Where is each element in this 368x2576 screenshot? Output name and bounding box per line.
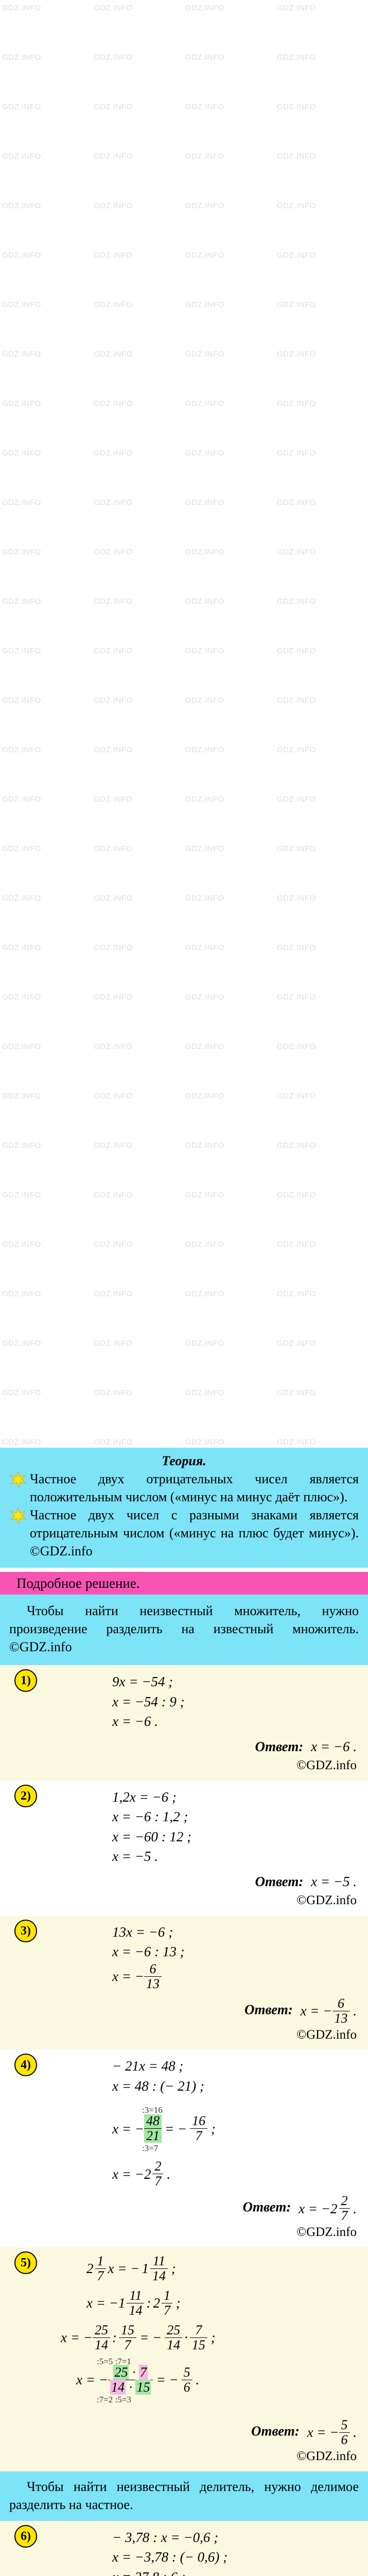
answer-label: Ответ: xyxy=(255,1739,303,1754)
eq-line: x = −6 : 13 ; xyxy=(112,1942,359,1961)
credit: ©GDZ.info xyxy=(9,1892,359,1909)
eq-line: x = −6 . xyxy=(112,1712,359,1731)
answer-label: Ответ: xyxy=(251,2424,300,2439)
eq-line: x = −3,78 : (− 0,6) ; xyxy=(112,2548,359,2566)
hl: 15 xyxy=(135,2380,151,2395)
math-2: 1,2x = −6 ; x = −6 : 1,2 ; x = −60 : 12 … xyxy=(112,1788,359,1866)
number-badge-6: 6) xyxy=(14,2525,37,2548)
intro-note: Чтобы найти неизвестный множитель, нужно… xyxy=(0,1595,368,1665)
answer-4: Ответ: x = − 227 . xyxy=(9,2194,359,2223)
eq-line: x = − 4821 = − 167 ; xyxy=(112,2114,359,2143)
number-badge-5: 5) xyxy=(14,2251,37,2274)
eq-line: x = −60 : 12 ; xyxy=(112,1827,359,1846)
theory-p1: Частное двух отрицательных чисел являетс… xyxy=(30,1470,359,1506)
theory-bullet-2: Частное двух чисел с разными знаками явл… xyxy=(9,1506,359,1560)
star-icon xyxy=(9,1507,27,1524)
answer-5: Ответ: x = − 56 . xyxy=(9,2418,359,2447)
star-icon xyxy=(9,1471,27,1488)
math-1: 9x = −54 ; x = −54 : 9 ; x = −6 . xyxy=(112,1672,359,1731)
eq-line: x = − 11114 : 217 ; xyxy=(86,2289,359,2317)
hl: 25 xyxy=(113,2365,129,2380)
answer-val: x = −6 . xyxy=(311,1739,357,1754)
answer-3: Ответ: x = − 613 . xyxy=(9,1997,359,2025)
theory-section: Теория. Частное двух отрицательных чисел… xyxy=(0,1448,368,1568)
divisor-note: Чтобы найти неизвестный делитель, нужно … xyxy=(0,2471,368,2521)
eq-line: x = − 227 . xyxy=(112,2160,359,2188)
theory-title: Теория. xyxy=(9,1452,359,1470)
math-3: 13x = −6 ; x = −6 : 13 ; x = − 6 13 xyxy=(112,1923,359,1991)
credit: ©GDZ.info xyxy=(9,1757,359,1774)
theory-bullet-1: Частное двух отрицательных чисел являетс… xyxy=(9,1470,359,1506)
eq-line: x = −6 : 1,2 ; xyxy=(112,1807,359,1826)
problem-3: 3) 13x = −6 ; x = −6 : 13 ; x = − 6 13 О… xyxy=(0,1916,368,2050)
answer-1: Ответ: x = −6 . xyxy=(9,1737,359,1756)
problem-5: 5) 217 x = − 11114 ; x = − 11114 : 217 ;… xyxy=(0,2247,368,2471)
answer-label: Ответ: xyxy=(255,1874,303,1889)
math-6: − 3,78 : x = −0,6 ; x = −3,78 : (− 0,6) … xyxy=(112,2528,359,2576)
hl: 14 xyxy=(110,2380,126,2395)
answer-label: Ответ: xyxy=(242,2199,291,2215)
eq-line: 13x = −6 ; xyxy=(112,1923,359,1941)
number-badge-2: 2) xyxy=(14,1785,37,1807)
problem-1: 1) 9x = −54 ; x = −54 : 9 ; x = −6 . Отв… xyxy=(0,1665,368,1781)
answer-label: Ответ: xyxy=(244,2002,293,2017)
eq-line: x = − 2514 : 157 = − 2514 · 715 ; xyxy=(61,2324,359,2352)
answer-2: Ответ: x = −5 . xyxy=(9,1872,359,1891)
number-badge-4: 4) xyxy=(14,2054,37,2076)
eq-line: x = −5 . xyxy=(112,1847,359,1866)
fraction: 6 13 xyxy=(144,1962,162,1991)
eq-line: 217 x = − 11114 ; xyxy=(86,2255,359,2283)
eq-line: x = − 6 13 xyxy=(112,1962,359,1991)
eq-line: x = − 25 · 7 14 · 15 = − 56 . xyxy=(76,2366,359,2394)
problem-2: 2) 1,2x = −6 ; x = −6 : 1,2 ; x = −60 : … xyxy=(0,1781,368,1916)
reduce-note-bot: :3=7 xyxy=(142,2144,359,2153)
math-5: 217 x = − 11114 ; x = − 11114 : 217 ; x … xyxy=(86,2255,359,2404)
eq-line: x = 48 : (− 21) ; xyxy=(112,2077,359,2095)
intro-text: Чтобы найти неизвестный множитель, нужно… xyxy=(9,1602,359,1656)
hl: 7 xyxy=(139,2365,148,2380)
math-4: − 21x = 48 ; x = 48 : (− 21) ; :3=16 x =… xyxy=(112,2057,359,2188)
problem-6: 6) − 3,78 : x = −0,6 ; x = −3,78 : (− 0,… xyxy=(0,2521,368,2576)
eq-line: 1,2x = −6 ; xyxy=(112,1788,359,1806)
eq-line: − 3,78 : x = −0,6 ; xyxy=(112,2528,359,2547)
credit: ©GDZ.info xyxy=(9,2448,359,2465)
reduce-note: :7=2 :5=3 xyxy=(97,2395,359,2404)
answer-val: x = −5 . xyxy=(311,1874,357,1889)
watermark-layer: GDZ.INFOGDZ.INFOGDZ.INFOGDZ.INFOGDZ.INFO… xyxy=(0,0,368,1448)
solution-header: Подробное решение. xyxy=(0,1572,368,1595)
reduce-note-top: :3=16 xyxy=(142,2106,359,2114)
problem-4: 4) − 21x = 48 ; x = 48 : (− 21) ; :3=16 … xyxy=(0,2049,368,2247)
eq-line: x = 37,8 : 6 ; xyxy=(112,2568,359,2576)
eq-line: − 21x = 48 ; xyxy=(112,2057,359,2075)
reduce-note: :5=5 :7=1 xyxy=(97,2357,359,2366)
theory-p2: Частное двух чисел с разными знаками явл… xyxy=(30,1506,359,1560)
credit: ©GDZ.info xyxy=(9,2026,359,2044)
number-badge-1: 1) xyxy=(14,1669,37,1692)
eq-line: 9x = −54 ; xyxy=(112,1672,359,1691)
divisor-note-text: Чтобы найти неизвестный делитель, нужно … xyxy=(9,2478,359,2514)
credit: ©GDZ.info xyxy=(9,2224,359,2241)
eq-line: x = −54 : 9 ; xyxy=(112,1692,359,1711)
number-badge-3: 3) xyxy=(14,1920,37,1942)
